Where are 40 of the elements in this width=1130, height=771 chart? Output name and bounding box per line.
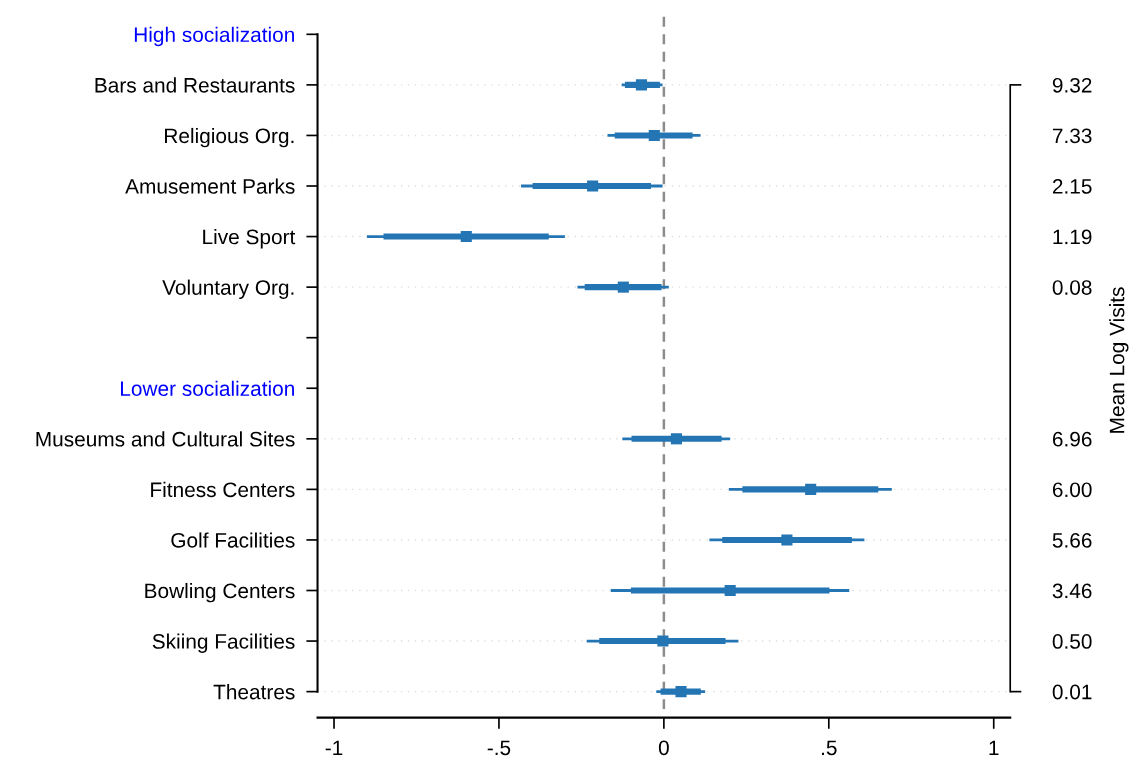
y-tick-label: Skiing Facilities	[152, 633, 295, 653]
x-tick-label: 1	[989, 740, 999, 755]
x-tick-label: -.5	[487, 740, 511, 756]
point	[805, 483, 817, 495]
y-tick-label: High socialization	[134, 26, 294, 47]
y2-tick-label: 0.08	[1052, 280, 1092, 295]
y2-tick-label: 1.19	[1053, 229, 1092, 245]
y2-tick-label: 5.66	[1052, 532, 1092, 548]
y2-tick-label: 2.15	[1052, 179, 1092, 194]
y-tick-label: Amusement Parks	[125, 178, 295, 194]
y2-tick-label: 3.46	[1052, 583, 1092, 599]
x-tick-label: 0	[658, 740, 669, 756]
y2-axis-title: Mean Log Visits	[1109, 287, 1129, 433]
y-tick-label: Theatres	[213, 684, 295, 700]
point	[675, 686, 687, 698]
y-tick-label: Religious Org.	[165, 127, 294, 148]
y-tick-label: Voluntary Org.	[162, 279, 294, 299]
point	[587, 180, 599, 192]
x-tick-label: .5	[822, 740, 837, 756]
x-tick-label: -1	[325, 740, 343, 755]
y-tick-label: Museums and Cultural Sites	[36, 431, 295, 447]
y-tick-label: Golf Facilities	[171, 532, 295, 548]
y-tick-label: Bowling Centers	[145, 582, 295, 603]
point	[460, 231, 472, 243]
y-tick-label: Bars and Restaurants	[95, 77, 295, 93]
y2-tick-label: 0.50	[1052, 634, 1092, 649]
y2-tick-label: 9.32	[1052, 77, 1092, 93]
point	[670, 433, 682, 445]
point	[724, 584, 736, 597]
y-tick-label: Lower socialization	[121, 380, 294, 397]
y2-tick-label: 6.00	[1052, 482, 1092, 498]
y-tick-label: Live Sport	[203, 229, 296, 249]
point	[617, 281, 629, 293]
y2-tick-label: 6.96	[1052, 431, 1092, 447]
point	[648, 129, 660, 141]
y2-tick-label: 0.01	[1052, 684, 1092, 700]
y2-tick-label: 7.33	[1052, 128, 1092, 144]
point	[781, 534, 793, 546]
y-tick-label: Fitness Centers	[151, 481, 295, 498]
point	[657, 635, 669, 647]
